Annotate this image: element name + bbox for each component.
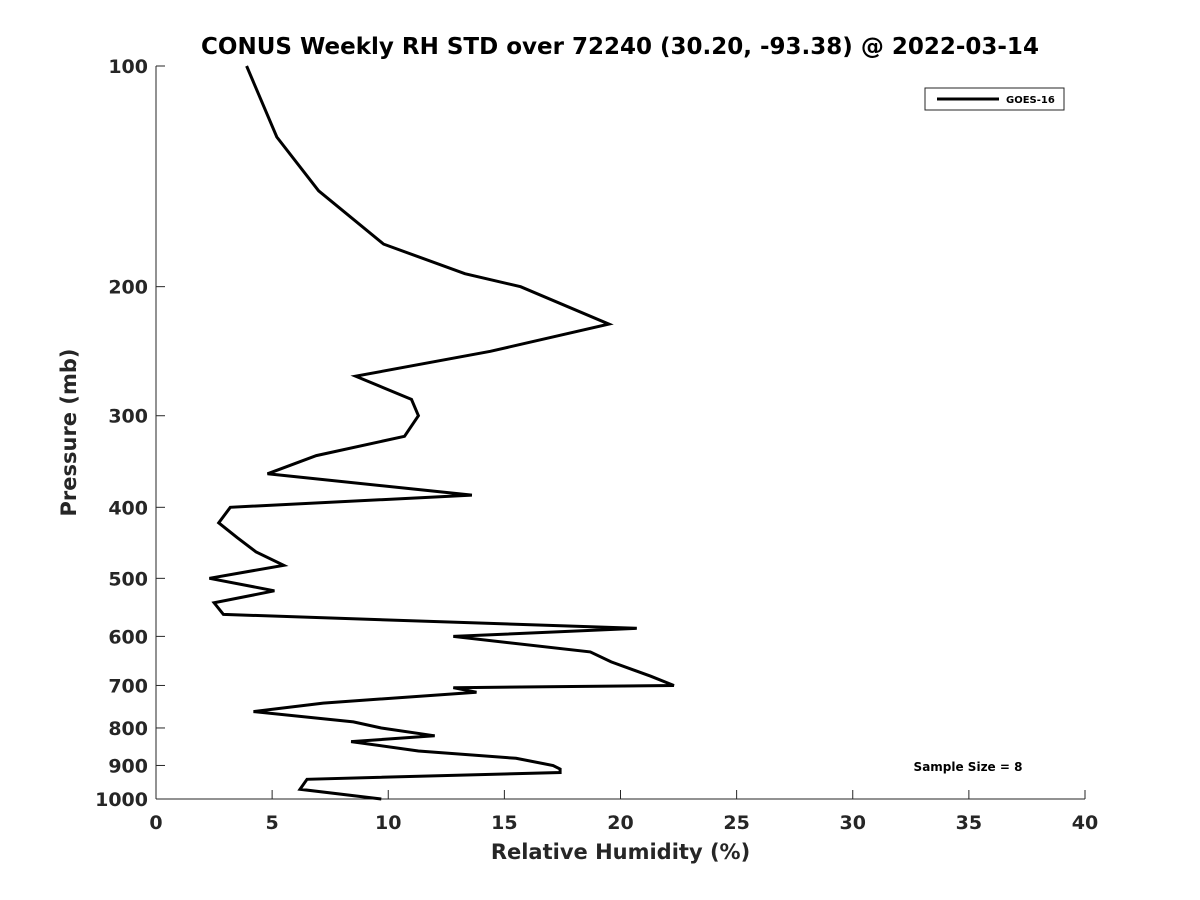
x-tick-label: 15 bbox=[491, 812, 517, 834]
x-axis-label: Relative Humidity (%) bbox=[491, 840, 750, 864]
x-tick-label: 40 bbox=[1072, 812, 1098, 834]
y-axis-label: Pressure (mb) bbox=[57, 349, 81, 517]
data-series-group bbox=[209, 65, 675, 801]
x-tick-label: 10 bbox=[375, 812, 401, 834]
x-tick-label: 30 bbox=[840, 812, 866, 834]
axes: 0 5 10 15 20 25 30 35 40 100 200 300 400 500 600 700 800… bbox=[95, 56, 1098, 834]
x-tick-label: 35 bbox=[956, 812, 982, 834]
y-tick-label: 800 bbox=[108, 718, 148, 740]
y-tick-label: 200 bbox=[108, 277, 148, 299]
y-tick-label: 1000 bbox=[95, 789, 148, 811]
x-tick-label: 20 bbox=[607, 812, 633, 834]
x-tick-label: 0 bbox=[149, 812, 162, 834]
y-tick-label: 700 bbox=[108, 675, 148, 697]
y-tick-label: 900 bbox=[108, 755, 148, 777]
y-tick-label: 100 bbox=[108, 56, 148, 78]
x-tick-label: 5 bbox=[266, 812, 279, 834]
chart-title: CONUS Weekly RH STD over 72240 (30.20, -… bbox=[201, 34, 1039, 60]
legend: GOES-16 bbox=[924, 87, 1065, 111]
y-tick-label: 400 bbox=[108, 497, 148, 519]
y-tick-label: 300 bbox=[108, 406, 148, 428]
legend-label: GOES-16 bbox=[1006, 95, 1055, 106]
sample-size-annotation: Sample Size = 8 bbox=[914, 760, 1023, 774]
y-tick-label: 600 bbox=[108, 626, 148, 648]
series-line-goes-16 bbox=[209, 65, 675, 801]
x-tick-label: 25 bbox=[723, 812, 749, 834]
y-tick-label: 500 bbox=[108, 568, 148, 590]
